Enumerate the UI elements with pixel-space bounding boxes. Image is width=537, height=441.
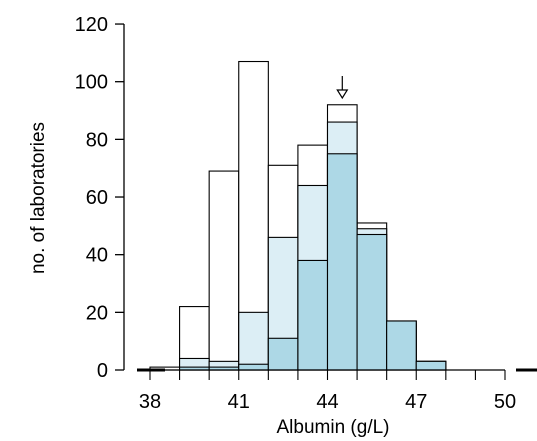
- bar-inner: [356, 233, 388, 371]
- y-tick-label: 120: [75, 14, 108, 36]
- y-tick-label: 60: [86, 187, 108, 209]
- x-axis-label: Albumin (g/L): [277, 417, 390, 438]
- bar-inner: [415, 360, 447, 371]
- y-axis-label: no. of laboratories: [28, 122, 49, 274]
- y-axis: 0 20 40 60 80 100 120: [75, 14, 125, 382]
- target-arrow-icon: [336, 76, 349, 100]
- histogram-bars: [149, 60, 447, 371]
- y-tick-label: 40: [86, 245, 108, 267]
- x-tick-label: 47: [405, 391, 427, 413]
- x-axis: 38 41 44 47 50: [137, 368, 537, 413]
- x-tick-label: 41: [228, 391, 250, 413]
- bar-inner: [267, 337, 299, 371]
- x-tick-label: 50: [494, 391, 516, 413]
- bar-inner: [326, 153, 358, 371]
- bar-middle: [238, 311, 269, 371]
- annotations: [336, 76, 349, 100]
- bar-outer: [208, 170, 240, 371]
- target-arrow-head: [336, 89, 349, 100]
- bar-inner: [386, 320, 417, 371]
- x-tick-label: 44: [316, 391, 338, 413]
- bar-inner: [238, 363, 269, 371]
- y-tick-label: 80: [86, 129, 108, 151]
- y-tick-label: 0: [97, 360, 108, 382]
- y-tick-label: 100: [75, 72, 108, 94]
- bar-inner: [297, 259, 329, 371]
- y-tick-label: 20: [86, 302, 108, 324]
- x-tick-label: 38: [139, 391, 161, 413]
